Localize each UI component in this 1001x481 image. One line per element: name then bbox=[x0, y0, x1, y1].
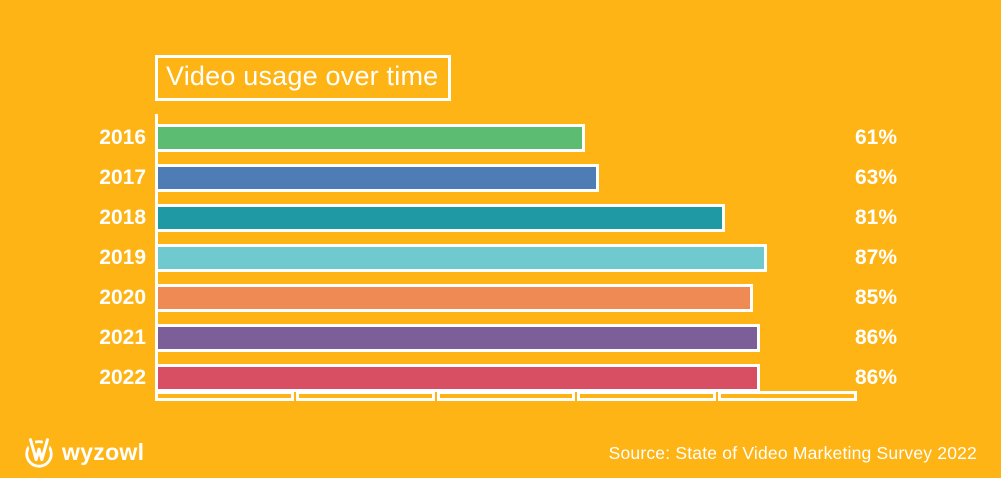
bar bbox=[155, 284, 753, 312]
x-axis-tick-segment bbox=[155, 391, 294, 401]
x-axis bbox=[155, 391, 857, 401]
year-label: 2017 bbox=[99, 166, 146, 189]
bar-row: 2018 81% bbox=[99, 204, 945, 232]
wyzowl-logo-text: wyzowl bbox=[62, 438, 145, 465]
value-label: 86% bbox=[855, 366, 898, 389]
bar-chart: 2016 61% 2017 63% 2018 81% 2019 87% 2020 85% 2021 8… bbox=[99, 114, 945, 414]
x-axis-tick-segment bbox=[436, 391, 576, 401]
bottom-divider bbox=[0, 478, 1001, 481]
bar bbox=[155, 204, 725, 232]
value-label: 63% bbox=[855, 166, 898, 189]
wyzowl-crown-circle-icon bbox=[25, 438, 53, 468]
year-label: 2019 bbox=[99, 246, 146, 269]
value-label: 61% bbox=[855, 126, 898, 149]
year-label: 2016 bbox=[99, 126, 146, 149]
bar-row: 2016 61% bbox=[99, 124, 945, 152]
x-axis-tick-segment bbox=[295, 391, 435, 401]
bar bbox=[155, 164, 599, 192]
bar-row: 2021 86% bbox=[99, 324, 945, 352]
bar bbox=[155, 244, 767, 272]
bar-rows: 2016 61% 2017 63% 2018 81% 2019 87% 2020 85% 2021 8… bbox=[99, 124, 945, 404]
chart-title: Video usage over time bbox=[166, 61, 439, 91]
bar-row: 2022 86% bbox=[99, 364, 945, 392]
year-label: 2021 bbox=[99, 326, 146, 349]
chart-title-box: Video usage over time bbox=[155, 55, 452, 101]
bar-row: 2020 85% bbox=[99, 284, 945, 312]
wyzowl-logo: wyzowl bbox=[22, 435, 144, 469]
bar bbox=[155, 364, 760, 392]
bar-row: 2017 63% bbox=[99, 164, 945, 192]
year-label: 2020 bbox=[99, 286, 146, 309]
x-axis-tick-segment bbox=[718, 391, 857, 401]
value-label: 87% bbox=[855, 246, 898, 269]
year-label: 2022 bbox=[99, 366, 146, 389]
bar-row: 2019 87% bbox=[99, 244, 945, 272]
bar bbox=[155, 324, 760, 352]
x-axis-tick-segment bbox=[577, 391, 717, 401]
value-label: 81% bbox=[855, 206, 898, 229]
value-label: 86% bbox=[855, 326, 898, 349]
value-label: 85% bbox=[855, 286, 898, 309]
year-label: 2018 bbox=[99, 206, 146, 229]
source-attribution: Source: State of Video Marketing Survey … bbox=[608, 443, 977, 463]
bar bbox=[155, 124, 585, 152]
